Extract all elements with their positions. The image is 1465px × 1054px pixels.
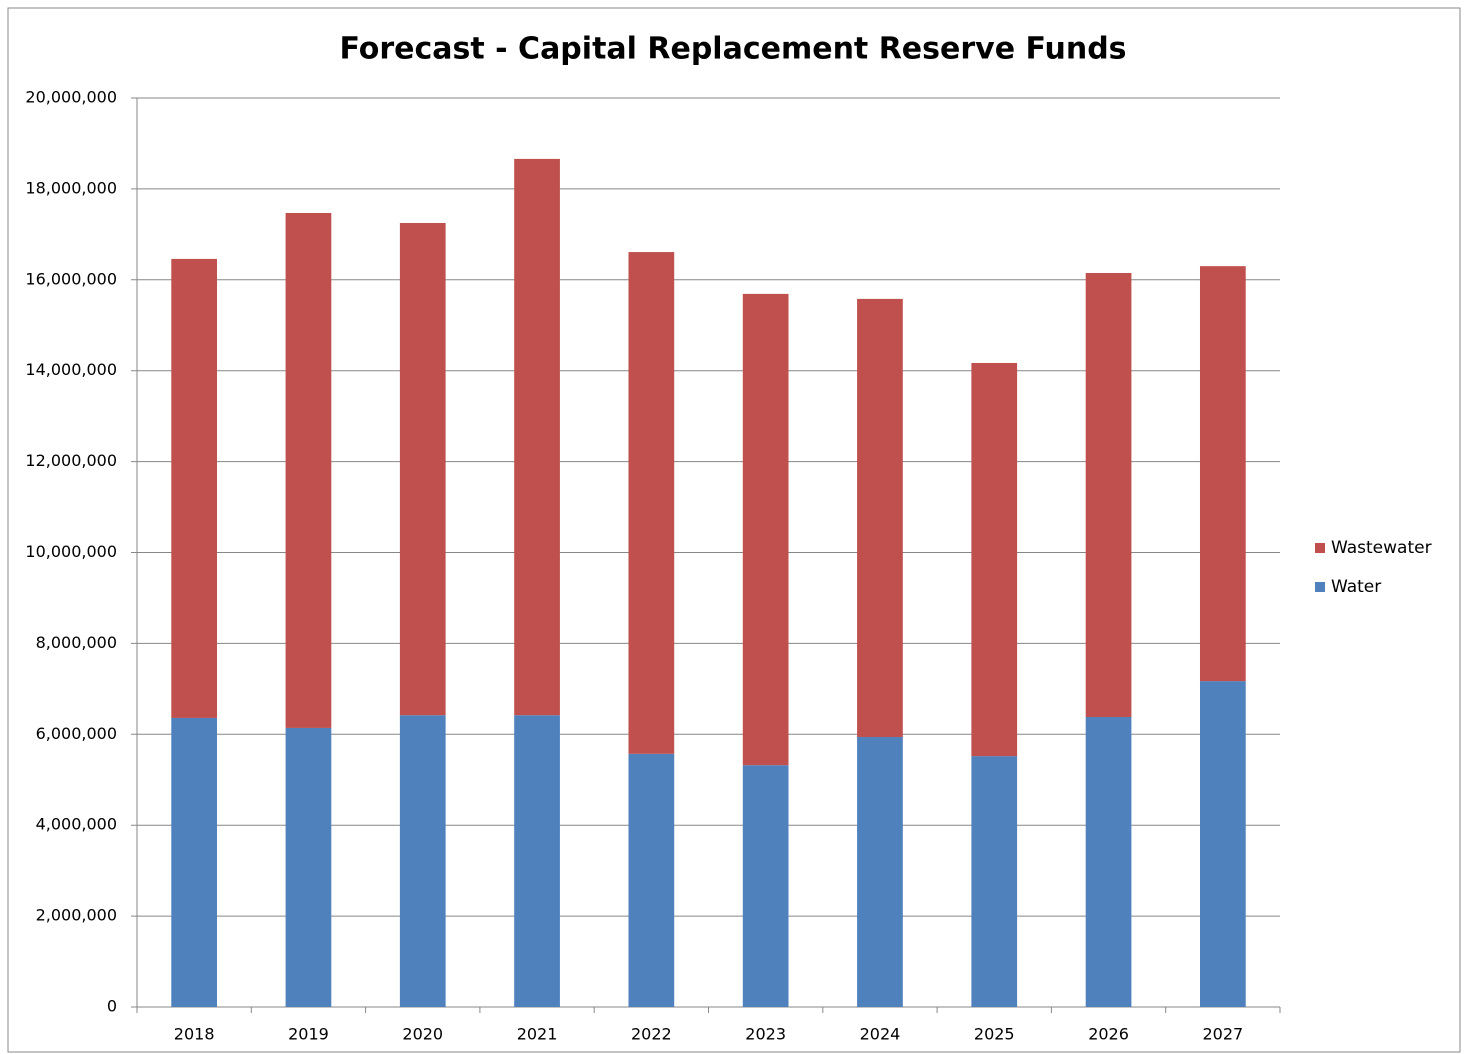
x-tick-label: 2025 [974,1025,1015,1044]
bar-segment [171,258,218,718]
bar-segment [742,765,789,1007]
bar-segment [1085,717,1132,1007]
bar-segment [971,362,1018,757]
x-tick-label: 2024 [860,1025,901,1044]
bar-segment [514,158,560,716]
y-tick-label: 14,000,000 [25,360,117,379]
bar-segment [742,293,789,766]
y-tick-label: 6,000,000 [36,724,117,743]
bar-segment [971,756,1018,1007]
y-tick-label: 18,000,000 [25,178,117,197]
x-tick-label: 2019 [288,1025,329,1044]
y-tick-label: 16,000,000 [25,269,117,288]
x-tick-label: 2018 [174,1025,215,1044]
y-tick-label: 8,000,000 [36,633,117,652]
legend-swatch [1315,543,1325,553]
x-tick-label: 2022 [631,1025,672,1044]
y-tick-label: 2,000,000 [36,906,117,925]
x-tick-label: 2026 [1088,1025,1129,1044]
bar-segment [285,212,332,728]
legend-label: Water [1331,577,1381,597]
x-tick-label: 2021 [517,1025,558,1044]
bar-segment [399,222,446,716]
bar-segment [285,727,332,1007]
bar-segment [628,252,675,754]
bar-segment [628,753,675,1007]
y-tick-label: 12,000,000 [25,451,117,470]
x-tick-label: 2027 [1202,1025,1243,1044]
bar-segment [1199,266,1246,682]
y-tick-label: 0 [107,997,117,1016]
y-tick-label: 4,000,000 [36,815,117,834]
x-tick-label: 2023 [745,1025,786,1044]
bar-segment [857,298,903,738]
legend-label: Wastewater [1331,538,1432,558]
bar-segment [857,737,903,1007]
bar-segment [399,715,446,1007]
legend-swatch [1315,582,1325,592]
bar-segment [1085,272,1132,718]
x-tick-label: 2020 [402,1025,443,1044]
y-tick-label: 20,000,000 [25,88,117,107]
y-tick-label: 10,000,000 [25,542,117,561]
chart-title: Forecast - Capital Replacement Reserve F… [339,32,1126,67]
bar-segment [1199,681,1246,1007]
bar-segment [171,717,218,1007]
bar-segment [514,715,560,1007]
